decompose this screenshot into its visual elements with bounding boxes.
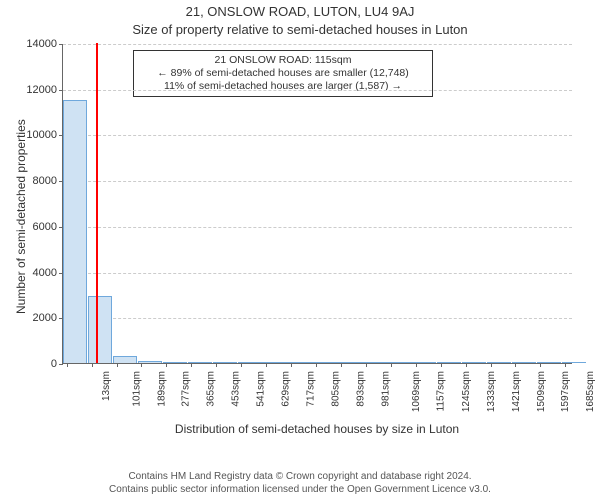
xtick-label: 1333sqm <box>486 371 497 412</box>
xtick-label: 805sqm <box>331 371 342 407</box>
xtick-mark <box>166 363 167 367</box>
ytick-label: 8000 <box>33 175 63 187</box>
xtick-mark <box>441 363 442 367</box>
histogram-bar <box>88 296 112 363</box>
xtick-mark <box>491 363 492 367</box>
xtick-mark <box>141 363 142 367</box>
xtick-mark <box>266 363 267 367</box>
ytick-label: 6000 <box>33 221 63 233</box>
xtick-label: 1685sqm <box>586 371 597 412</box>
ytick-label: 4000 <box>33 267 63 279</box>
histogram-bar <box>113 356 137 363</box>
reference-line <box>96 43 98 363</box>
gridline-h <box>63 90 572 91</box>
annotation-line-3: 11% of semi-detached houses are larger (… <box>140 80 426 93</box>
xtick-mark <box>191 363 192 367</box>
gridline-h <box>63 44 572 45</box>
xtick-mark <box>291 363 292 367</box>
xtick-mark <box>117 363 118 367</box>
xtick-mark <box>416 363 417 367</box>
ytick-label: 2000 <box>33 312 63 324</box>
xtick-label: 717sqm <box>306 371 317 407</box>
footer-line-2: Contains public sector information licen… <box>0 484 600 497</box>
ytick-label: 10000 <box>26 129 63 141</box>
annotation-line-2: ← 89% of semi-detached houses are smalle… <box>140 67 426 80</box>
xtick-label: 1069sqm <box>411 371 422 412</box>
xtick-mark <box>67 363 68 367</box>
xtick-mark <box>216 363 217 367</box>
gridline-h <box>63 135 572 136</box>
gridline-h <box>63 273 572 274</box>
footer: Contains HM Land Registry data © Crown c… <box>0 471 600 496</box>
xtick-label: 453sqm <box>231 371 242 407</box>
title-line-1: 21, ONSLOW ROAD, LUTON, LU4 9AJ <box>0 4 600 19</box>
xtick-label: 277sqm <box>181 371 192 407</box>
plot-area: 21 ONSLOW ROAD: 115sqm ← 89% of semi-det… <box>62 44 572 364</box>
xtick-mark <box>391 363 392 367</box>
xtick-label: 365sqm <box>206 371 217 407</box>
xtick-label: 1245sqm <box>461 371 472 412</box>
xtick-mark <box>540 363 541 367</box>
xtick-label: 1597sqm <box>561 371 572 412</box>
ytick-label: 0 <box>51 358 63 370</box>
chart-container: { "title_line1": "21, ONSLOW ROAD, LUTON… <box>0 0 600 500</box>
xtick-label: 1157sqm <box>435 371 446 411</box>
xtick-label: 189sqm <box>156 371 167 407</box>
ytick-label: 12000 <box>26 84 63 96</box>
xtick-label: 101sqm <box>131 371 142 407</box>
xtick-mark <box>515 363 516 367</box>
xtick-label: 981sqm <box>381 371 392 407</box>
ytick-label: 14000 <box>26 38 63 50</box>
gridline-h <box>63 227 572 228</box>
xtick-mark <box>92 363 93 367</box>
xtick-label: 13sqm <box>101 371 112 401</box>
xtick-label: 1421sqm <box>511 371 522 412</box>
x-axis-label: Distribution of semi-detached houses by … <box>62 422 572 436</box>
gridline-h <box>63 181 572 182</box>
annotation-line-1: 21 ONSLOW ROAD: 115sqm <box>140 54 426 67</box>
xtick-label: 893sqm <box>356 371 367 407</box>
footer-line-1: Contains HM Land Registry data © Crown c… <box>0 471 600 484</box>
xtick-mark <box>241 363 242 367</box>
xtick-mark <box>316 363 317 367</box>
title-line-2: Size of property relative to semi-detach… <box>0 22 600 37</box>
xtick-label: 1509sqm <box>536 371 547 412</box>
gridline-h <box>63 318 572 319</box>
y-axis-label: Number of semi-detached properties <box>14 119 28 314</box>
xtick-label: 629sqm <box>281 371 292 407</box>
xtick-label: 541sqm <box>256 371 267 407</box>
xtick-mark <box>366 363 367 367</box>
xtick-mark <box>466 363 467 367</box>
xtick-mark <box>341 363 342 367</box>
histogram-bar <box>63 100 87 363</box>
xtick-mark <box>565 363 566 367</box>
